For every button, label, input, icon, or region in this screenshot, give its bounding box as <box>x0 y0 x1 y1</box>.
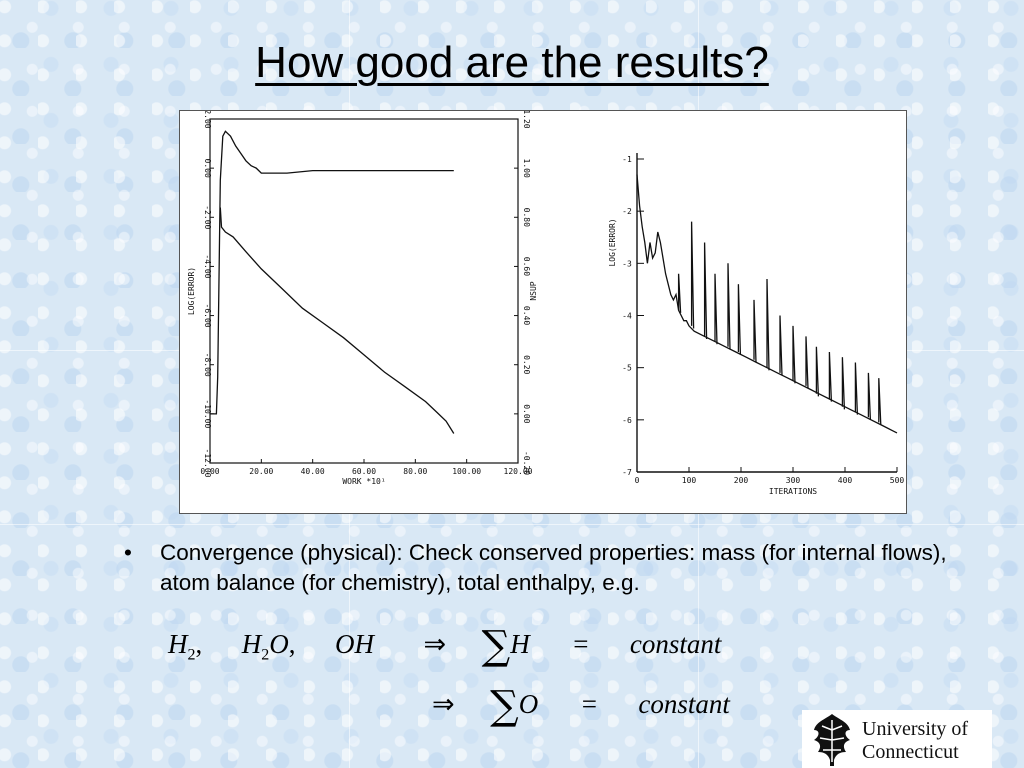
university-logo: University of Connecticut <box>802 710 992 768</box>
equals-sign: = <box>581 689 597 719</box>
eq-constant: constant <box>629 629 722 659</box>
restart-spike <box>878 378 882 426</box>
y-tick-label: -5 <box>622 364 632 373</box>
y-tick-label-left: 2.00 <box>203 111 212 129</box>
y-axis-label-left: LOG(ERROR) <box>187 267 196 315</box>
equals-sign: = <box>573 629 589 659</box>
restart-spike <box>690 221 695 329</box>
y-tick-label-left: -12.00 <box>203 449 212 478</box>
x-tick-label: 100.00 <box>452 467 481 476</box>
equation-line-2: ⇒ ∑O = constant <box>432 680 730 726</box>
y-tick-label-left: -6.00 <box>203 304 212 328</box>
eq-species-oh: OH <box>335 629 374 659</box>
restart-spike <box>854 362 859 415</box>
sum-symbol: ∑ <box>490 683 519 729</box>
equation-line-1: H2, H2O, OH ⇒ ∑H = constant <box>168 620 722 666</box>
logo-wordmark: University of Connecticut <box>862 718 968 764</box>
y-tick-label-right: 0.00 <box>522 404 531 423</box>
bullet-text: Convergence (physical): Check conserved … <box>160 540 947 595</box>
x-tick-label: 300 <box>786 476 801 485</box>
logo-line-1: University of <box>862 718 969 740</box>
y-tick-label-left: -4.00 <box>203 254 212 278</box>
restart-spike <box>714 273 718 345</box>
y-tick-label: -3 <box>622 259 632 268</box>
y-tick-label: -2 <box>622 207 632 216</box>
x-tick-label: 400 <box>838 476 853 485</box>
eq-sum-variable: H <box>510 629 530 659</box>
eq-comma: , <box>195 629 203 659</box>
y-tick-label: -7 <box>622 468 632 477</box>
iterations-chart: 0 100 200 300 400 500 -1 -2 -3 -4 -5 -6 -7 ITERATIONS… <box>608 153 904 496</box>
restart-spike <box>805 336 809 389</box>
x-tick-label: 100 <box>682 476 697 485</box>
eq-species-h: H <box>241 629 262 659</box>
eq-species-h: H <box>168 629 188 659</box>
x-tick-label: 20.00 <box>249 467 273 476</box>
nsup-series-line <box>210 130 454 415</box>
x-axis-label: WORK *10¹ <box>342 477 385 486</box>
logo-line-2: Connecticut <box>862 741 959 763</box>
y-tick-label-left: -2.00 <box>203 205 212 229</box>
x-tick-label: 0.00 <box>200 467 219 476</box>
y-tick-label-right: 1.20 <box>522 111 531 129</box>
implies-arrow: ⇒ <box>432 689 455 719</box>
x-tick-label: 40.00 <box>301 467 325 476</box>
eq-constant: constant <box>638 689 730 719</box>
slide-title: How good are the results? <box>255 38 769 87</box>
eq-subscript: 2 <box>187 646 196 664</box>
restart-spike <box>792 325 796 384</box>
x-tick-label: 120.00 <box>504 467 533 476</box>
restart-spike <box>703 242 708 340</box>
sum-symbol: ∑ <box>481 623 511 669</box>
y-tick-label: -1 <box>622 155 632 164</box>
bullet-marker: • <box>124 540 132 565</box>
restart-spike <box>727 263 731 350</box>
y-tick-label-right: 1.00 <box>522 159 531 178</box>
y-axis-label: LOG(ERROR) <box>608 218 617 266</box>
eq-sum-variable: O <box>518 689 539 719</box>
error-series-line <box>219 207 455 434</box>
x-tick-label: 60.00 <box>352 467 376 476</box>
x-tick-label: 0 <box>635 476 640 485</box>
eq-species-o: O <box>269 629 289 659</box>
oak-leaf-icon <box>814 714 850 766</box>
y-axis-label-right: NSUP <box>529 281 538 300</box>
y-tick-label-right: 0.60 <box>522 257 531 276</box>
restart-spike <box>867 372 872 420</box>
x-axis-label: ITERATIONS <box>769 487 817 496</box>
y-tick-label-left: 0.00 <box>203 159 212 178</box>
restart-spike <box>841 357 846 410</box>
work-chart: 0.00 20.00 40.00 60.00 80.00 100.00 120.00 2.00… <box>187 111 538 486</box>
y-tick-label-right: -0.20 <box>522 451 531 475</box>
restart-spike <box>815 346 820 397</box>
restart-spike <box>753 299 757 363</box>
restart-spike <box>766 278 770 371</box>
restart-spike <box>677 273 682 313</box>
restart-spike <box>779 315 783 376</box>
y-tick-label-right: 0.20 <box>522 355 531 374</box>
y-tick-label-left: -8.00 <box>203 353 212 377</box>
convergence-figure: 0.00 20.00 40.00 60.00 80.00 100.00 120.00 2.00… <box>179 110 907 514</box>
y-tick-label: -6 <box>622 416 632 425</box>
y-tick-label: -4 <box>622 312 632 321</box>
background-seam <box>0 524 1024 525</box>
y-tick-label-right: 0.40 <box>522 306 531 325</box>
y-tick-label-right: 0.80 <box>522 208 531 227</box>
x-tick-label: 200 <box>734 476 749 485</box>
eq-subscript: 2 <box>261 646 270 664</box>
x-tick-label: 80.00 <box>403 467 427 476</box>
y-tick-label-left: -10.00 <box>203 399 212 428</box>
restart-spike <box>828 351 833 402</box>
convergence-plots: 0.00 20.00 40.00 60.00 80.00 100.00 120.00 2.00… <box>187 111 904 496</box>
implies-arrow: ⇒ <box>423 629 447 659</box>
eq-comma: , <box>288 629 296 659</box>
x-tick-label: 500 <box>890 476 905 485</box>
restart-spike <box>737 284 742 355</box>
